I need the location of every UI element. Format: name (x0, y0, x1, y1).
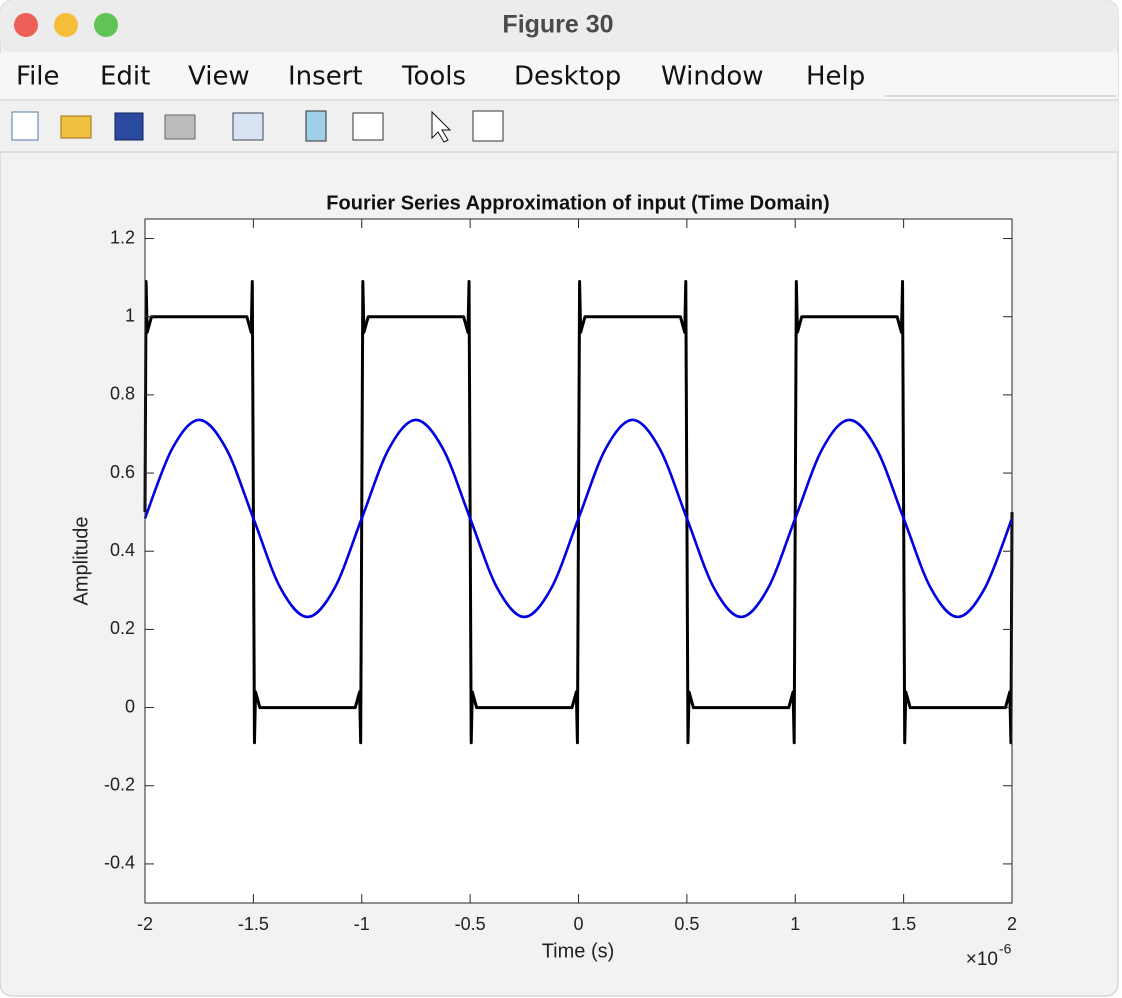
y-tick-label: 0.2 (110, 618, 135, 638)
x-tick-label: -2 (137, 914, 153, 934)
y-tick-label: 1 (125, 305, 135, 325)
link-icon[interactable] (232, 112, 264, 141)
plot (143, 280, 1014, 745)
y-tick-label: -0.4 (104, 853, 135, 873)
y-tick-label: 0 (125, 696, 135, 716)
x-tick-label: 0 (573, 914, 583, 934)
window-title: Figure 30 (502, 11, 613, 39)
y-tick-label: 0.4 (110, 540, 135, 560)
x-tick-label: -1 (354, 914, 370, 934)
series-line (143, 418, 1014, 619)
colorbar-icon[interactable] (305, 110, 327, 142)
pointer-icon[interactable] (431, 110, 452, 143)
y-tick-label: 0.6 (110, 462, 135, 482)
chart-title: Fourier Series Approximation of input (T… (326, 192, 829, 214)
x-multiplier-exponent: -6 (999, 941, 1012, 957)
x-tick-label: 1.5 (891, 914, 916, 934)
property-icon[interactable] (472, 110, 504, 142)
y-tick-label: 0.8 (110, 384, 135, 404)
x-tick-label: -1.5 (238, 914, 269, 934)
close-button[interactable] (14, 13, 38, 37)
menu-item[interactable]: Help (806, 62, 865, 92)
y-tick-label: -0.2 (104, 774, 135, 794)
save-icon[interactable] (114, 112, 144, 141)
new-icon[interactable] (11, 111, 39, 141)
series-line (143, 280, 1014, 745)
title-bar (0, 0, 1118, 52)
y-tick-label: 1.2 (110, 227, 135, 247)
zoom-button[interactable] (94, 13, 118, 37)
menu-bar (0, 53, 1118, 99)
menu-items: File Edit View Insert Tools Desktop Window Help (16, 62, 865, 92)
menu-item[interactable]: Desktop (514, 62, 621, 92)
x-multiplier: ×10 (966, 949, 998, 970)
minimize-button[interactable] (54, 13, 78, 37)
x-tick-label: -0.5 (455, 914, 486, 934)
toolbar-icons (11, 110, 504, 143)
legend-icon[interactable] (352, 112, 384, 141)
y-axis-label: Amplitude (70, 517, 92, 606)
menu-item[interactable]: Edit (100, 62, 150, 92)
menu-item[interactable]: View (188, 62, 250, 92)
menu-item[interactable]: Window (661, 62, 764, 92)
x-axis-label: Time (s) (542, 940, 615, 962)
menu-item[interactable]: File (16, 62, 60, 92)
x-tick-label: 1 (790, 914, 800, 934)
menu-item[interactable]: Insert (288, 62, 363, 92)
x-tick-label: 0.5 (674, 914, 699, 934)
print-icon[interactable] (164, 114, 196, 140)
x-tick-label: 2 (1007, 914, 1017, 934)
open-icon[interactable] (60, 115, 92, 139)
menu-item[interactable]: Tools (401, 62, 466, 92)
